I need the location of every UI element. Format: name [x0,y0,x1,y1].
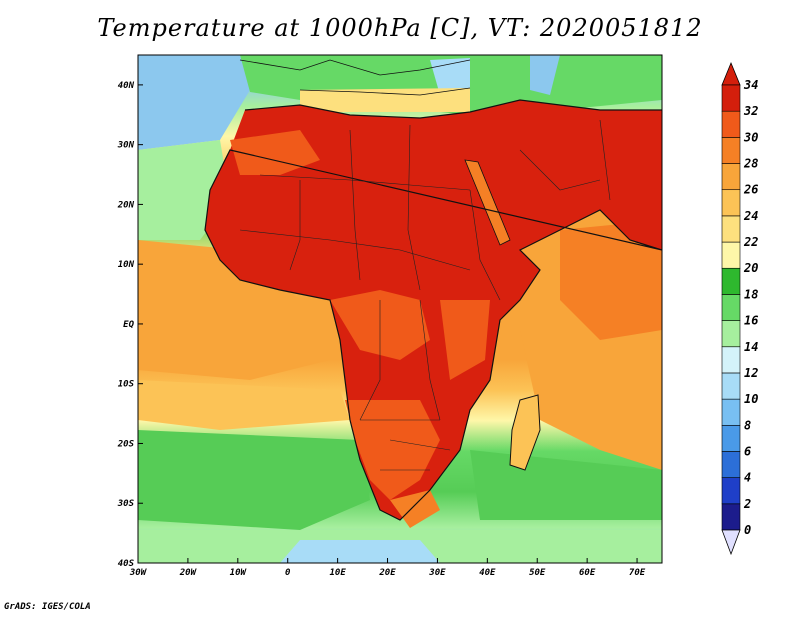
x-tick-label: 40E [479,568,496,578]
colorbar-swatch [721,110,741,138]
colorbar-swatch [721,294,741,321]
grads-credit: GrADS: IGES/COLA [4,602,91,612]
colorbar-swatch [721,137,741,164]
y-tick-label: 20S [117,439,135,449]
red-sea [465,160,510,245]
colorbar-level-label: 10 [744,392,758,406]
y-tick-label: 20N [117,200,135,210]
y-tick-label: 10N [118,260,135,270]
colorbar-swatch [721,451,741,478]
colorbar-level-label: 24 [743,209,758,223]
africa-coastline [204,99,662,521]
x-tick-label: 30E [428,568,446,578]
colorbar-level-label: 26 [743,183,758,197]
colorbar-swatch [721,477,741,505]
y-tick-label: EQ [123,320,134,330]
y-tick-label: 30S [117,499,135,509]
y-tick-label: 10S [118,380,135,390]
colorbar-level-label: 8 [744,418,751,432]
black-sea-region [430,58,470,95]
colorbar-level-label: 20 [743,261,758,275]
colorbar-swatch [721,398,741,426]
arabian-sea-warm [560,220,662,340]
colorbar-level-label: 14 [744,340,758,354]
colorbar-swatch [721,267,741,295]
temperature-field [138,55,662,563]
colorbar-swatch [721,503,741,531]
x-tick-label: 0 [285,568,291,578]
red-sea-coastline [464,159,511,246]
x-tick-label: 30W [129,568,148,578]
colorbar-level-label: 28 [743,157,758,171]
colorbar-swatch [721,163,741,191]
x-tick-label: 50E [529,568,546,578]
colorbar-swatch [721,346,741,374]
map-title: Temperature at 1000hPa [C], VT: 20200518… [97,14,703,42]
europe-coastline [239,59,471,96]
plot-frame [137,54,663,564]
y-tick-label: 30N [117,141,135,151]
y-tick-label: 40S [118,559,135,569]
north-atlantic-cool [138,55,250,150]
y-tick-label: 40N [118,81,135,91]
x-tick-label: 10E [329,568,346,578]
colorbar-level-label: 32 [743,104,758,118]
madagascar [510,395,540,470]
colorbar-level-label: 22 [743,235,758,249]
colorbar-level-label: 34 [743,78,758,92]
southern-africa-warm [345,400,440,500]
colorbar-level-label: 12 [744,366,758,380]
colorbar-level-label: 6 [744,444,751,458]
colorbar-level-label: 16 [744,314,758,328]
colorbar-level-label: 30 [743,130,758,144]
great-lakes-region [440,300,490,380]
colorbar-swatch [721,215,741,243]
x-tick-label: 20E [378,568,396,578]
axis-ticks: 30W 20W 10W 0 10E 20E 30E 40E 50E 60E 70E 40N 30N 20N… [117,81,646,578]
caspian-region [530,55,560,95]
colorbar-swatch [721,372,741,400]
cape-region [390,490,440,528]
northwest-africa [230,130,320,175]
country-borders [239,119,611,471]
colorbar-level-label: 4 [744,471,751,485]
madagascar-coastline [509,394,541,471]
colorbar-swatch [721,241,741,269]
colorbar-swatch [721,320,741,348]
colorbar-over-arrow [721,61,741,86]
colorbar-level-label: 2 [743,497,751,511]
southern-cool-patch [280,540,440,563]
x-tick-label: 70E [629,568,646,578]
colorbar-swatch [721,424,741,452]
colorbar-swatch [721,189,741,217]
x-tick-label: 20W [179,568,198,578]
atlantic-warm [138,240,330,380]
x-tick-label: 60E [579,568,596,578]
africa-land-hot [205,100,662,520]
colorbar-swatch [721,84,741,112]
colorbar-level-label: 18 [744,287,758,301]
colorbar-under-arrow [721,529,741,556]
atlantic-mid [138,380,350,430]
x-tick-label: 10W [230,568,248,578]
south-atlantic-green [138,430,370,530]
colorbar-level-label: 0 [744,523,751,537]
